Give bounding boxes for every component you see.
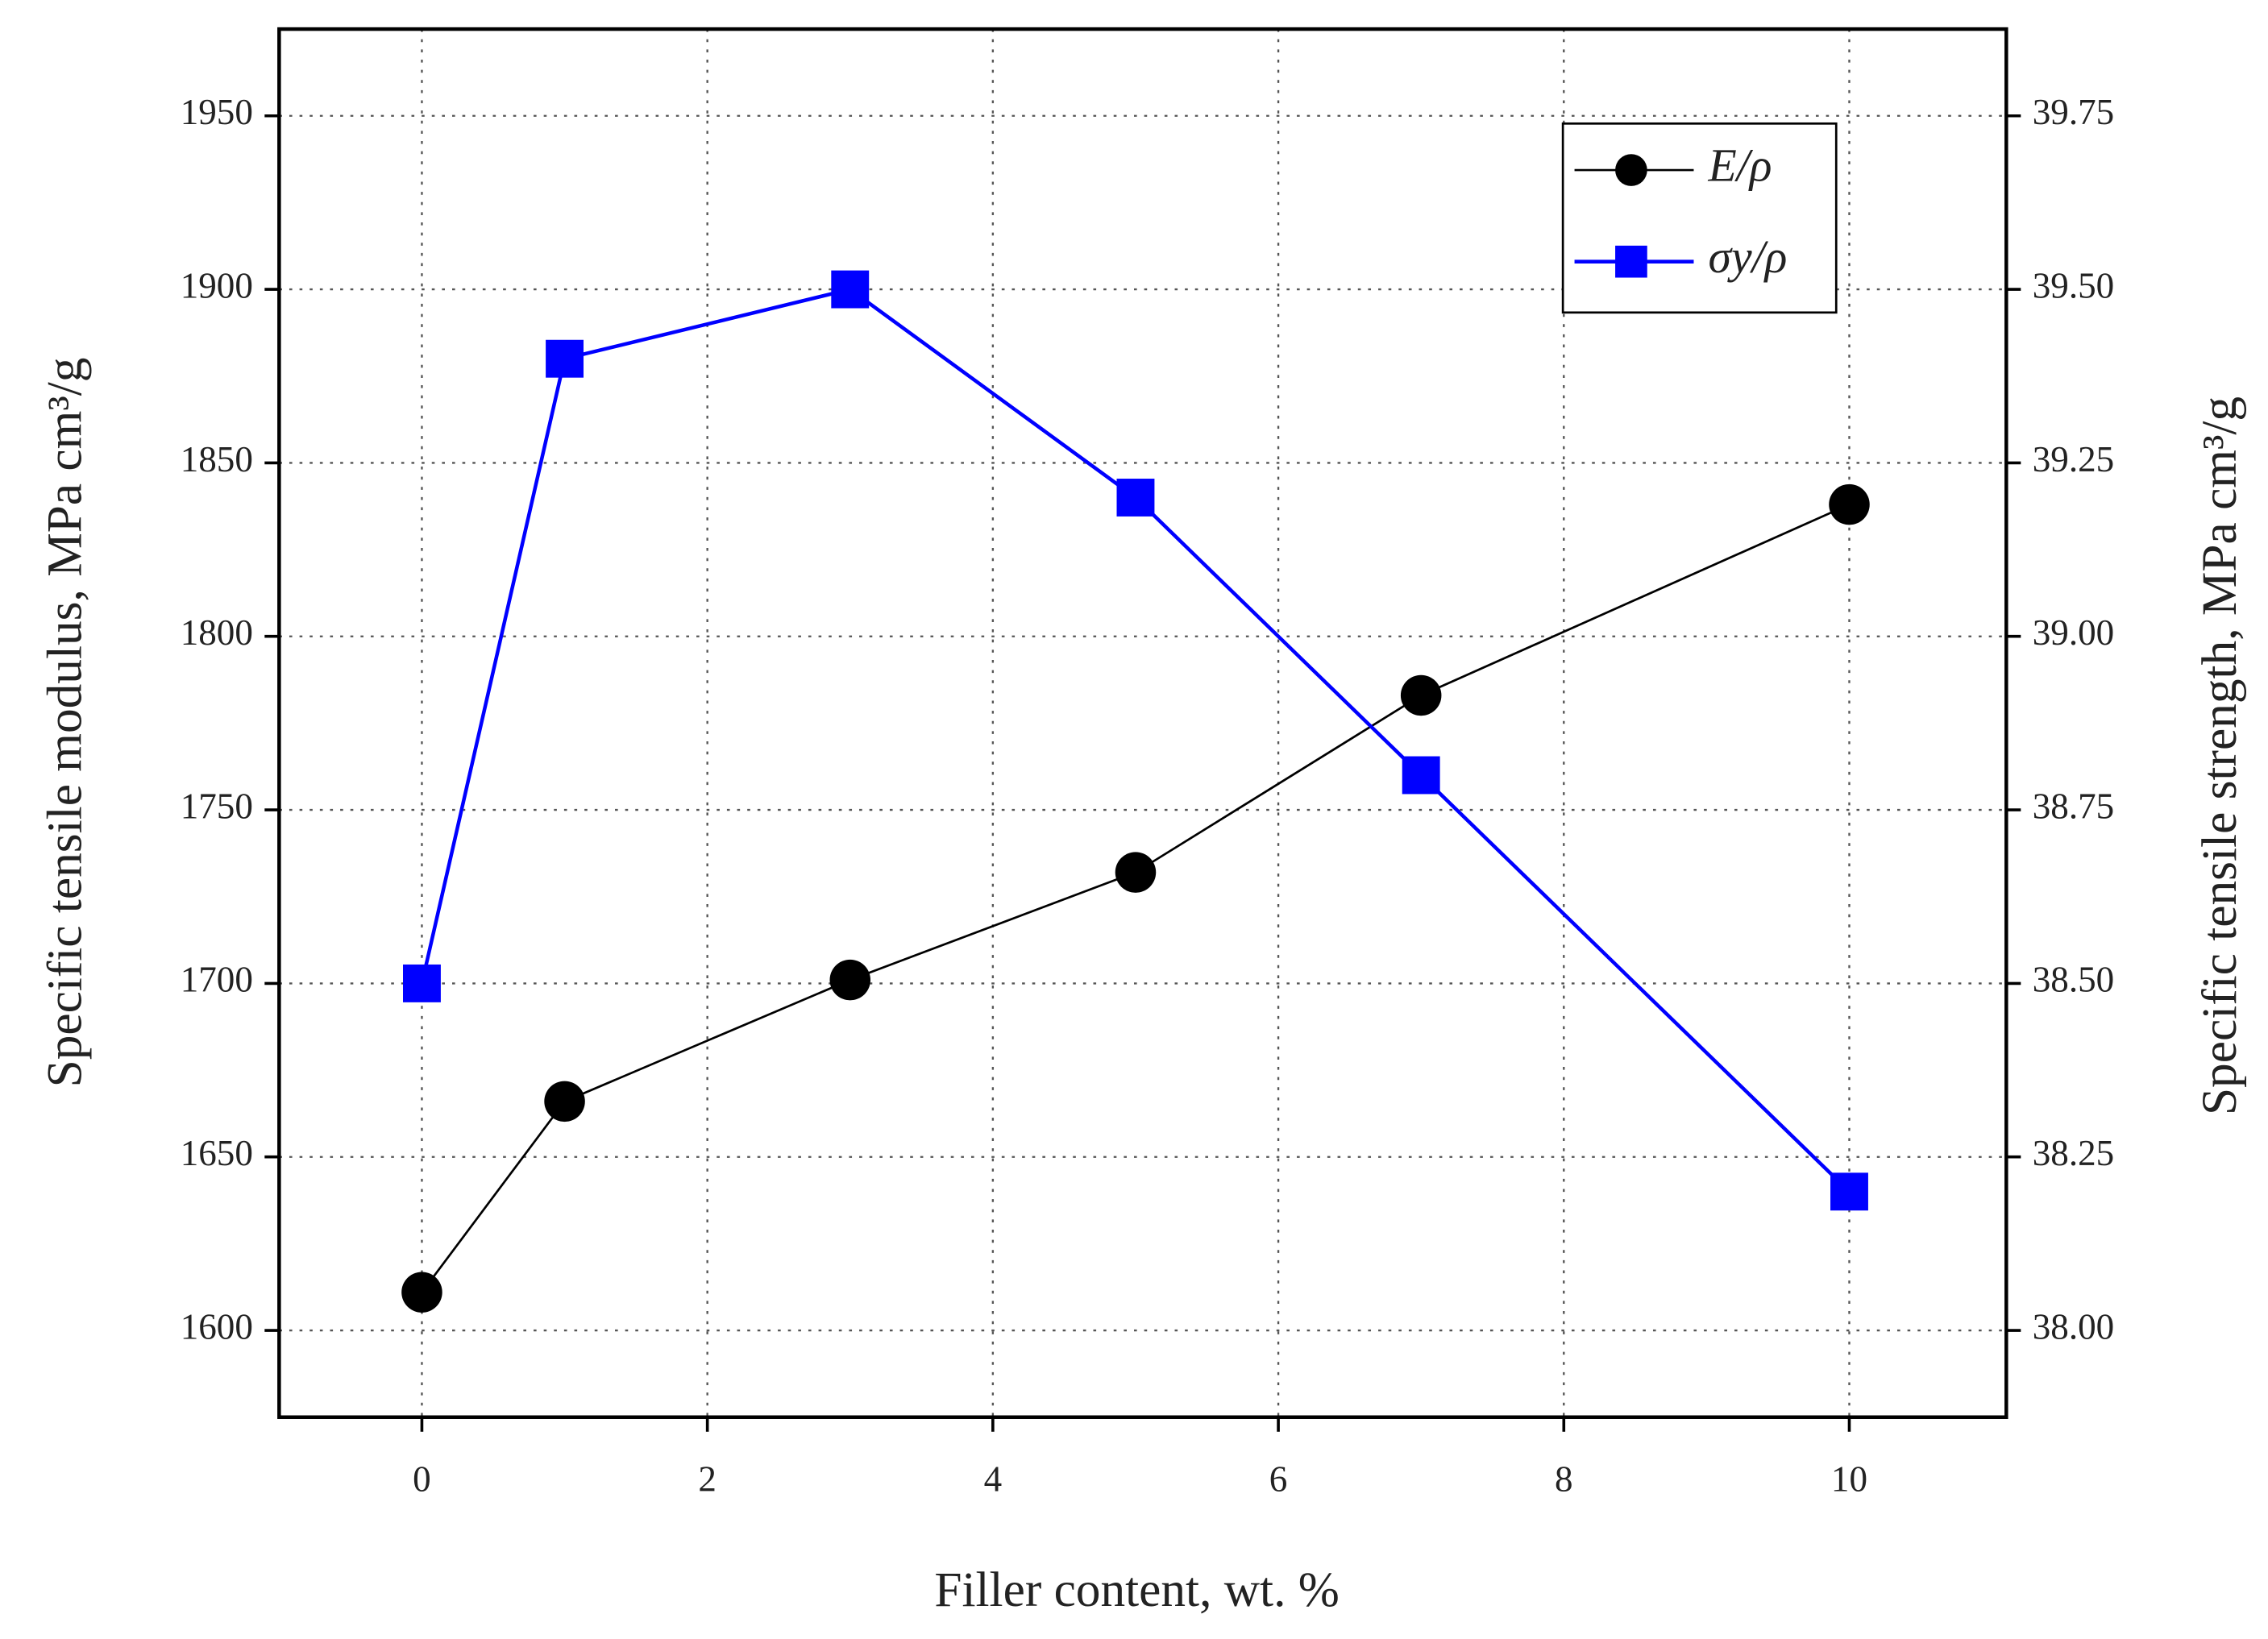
- data-point: [829, 959, 871, 1001]
- y-tick-label: 1600: [181, 1306, 253, 1346]
- data-point: [1402, 756, 1440, 795]
- y2-tick-label: 38.25: [2033, 1133, 2114, 1173]
- x-tick-label: 2: [698, 1459, 717, 1499]
- legend-label: σy/ρ: [1709, 232, 1788, 283]
- y-tick-label: 1700: [181, 960, 253, 1000]
- y2-tick-label: 39.75: [2033, 92, 2114, 132]
- y-axis-title: Specific tensile modulus, MPa cm³/g: [38, 358, 93, 1088]
- x-tick-label: 8: [1555, 1459, 1573, 1499]
- series-line: [420, 287, 1851, 1193]
- y2-tick-label: 39.25: [2033, 439, 2114, 479]
- x-axis-title: Filler content, wt. %: [934, 1562, 1339, 1617]
- y2-tick-label: 38.50: [2033, 960, 2114, 1000]
- y-tick-label: 1850: [181, 439, 253, 479]
- data-point: [401, 1272, 442, 1313]
- series-line: [421, 503, 1851, 1293]
- y-tick-label: 1950: [181, 92, 253, 132]
- y-tick-label: 1800: [181, 612, 253, 653]
- y2-tick-label: 38.00: [2033, 1306, 2114, 1346]
- data-point: [1115, 852, 1157, 893]
- data-point: [546, 339, 584, 378]
- data-point: [1830, 1172, 1868, 1211]
- y2-tick-label: 39.00: [2033, 612, 2114, 653]
- legend-marker: [1615, 245, 1647, 278]
- x-tick-label: 6: [1269, 1459, 1288, 1499]
- y2-tick-label: 38.75: [2033, 786, 2114, 826]
- y2-tick-label: 39.50: [2033, 265, 2114, 305]
- y2-axis-title: Specific tensile strength, MPa cm³/g: [2192, 396, 2247, 1115]
- legend-marker: [1615, 154, 1647, 186]
- data-point: [403, 964, 441, 1002]
- plot-frame: [277, 27, 2008, 1419]
- legend-label: E/ρ: [1708, 140, 1772, 191]
- y-tick-label: 1750: [181, 786, 253, 826]
- x-tick-label: 0: [413, 1459, 431, 1499]
- y-tick-label: 1650: [181, 1133, 253, 1173]
- data-point: [544, 1081, 585, 1122]
- legend-box: [1561, 122, 1838, 314]
- x-tick-label: 10: [1831, 1459, 1867, 1499]
- data-point: [1400, 674, 1442, 716]
- x-tick-label: 4: [984, 1459, 1003, 1499]
- data-point: [1829, 483, 1870, 525]
- y-tick-label: 1900: [181, 265, 253, 305]
- data-point: [1116, 479, 1155, 517]
- data-point: [831, 270, 870, 309]
